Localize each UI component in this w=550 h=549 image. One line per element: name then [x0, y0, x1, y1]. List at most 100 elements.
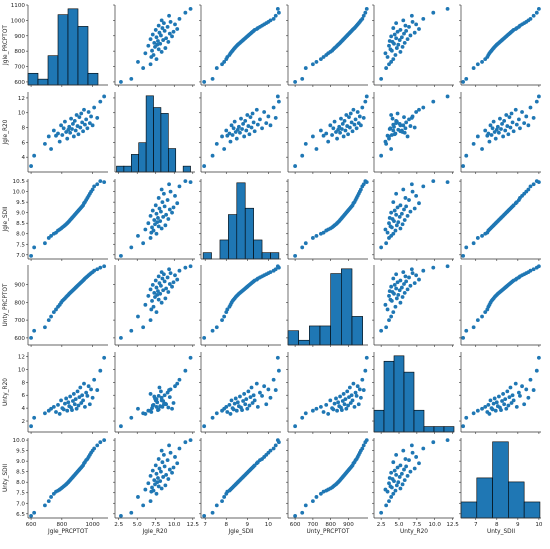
- scatter-point: [293, 424, 298, 429]
- scatter-point: [79, 111, 84, 116]
- histogram-bar: [476, 477, 493, 519]
- scatter-point: [303, 66, 308, 70]
- scatter-point: [228, 412, 233, 416]
- scatter-point: [318, 128, 323, 133]
- scatter-point: [396, 292, 401, 297]
- scatter-point: [164, 212, 169, 217]
- scatter-point: [90, 123, 95, 128]
- scatter-point: [70, 127, 74, 131]
- scatter-point: [69, 116, 73, 121]
- scatter-point: [506, 132, 511, 137]
- scatter-point: [391, 460, 396, 465]
- panel-3-3: [286, 265, 368, 347]
- scatter-point: [151, 304, 156, 309]
- scatter-point: [155, 42, 160, 47]
- scatter-point: [407, 198, 411, 202]
- scatter-point: [480, 147, 484, 151]
- scatter-point: [95, 443, 100, 448]
- scatter-point: [238, 394, 242, 399]
- x-tick-label: 800: [325, 522, 336, 528]
- scatter-point: [177, 16, 182, 21]
- y-tick-label: 9.0: [16, 459, 25, 465]
- scatter-point: [528, 377, 533, 382]
- scatter-point: [266, 387, 271, 392]
- scatter-point: [392, 468, 397, 473]
- scatter-point: [168, 189, 173, 194]
- scatter-point: [29, 253, 33, 258]
- scatter-point: [494, 400, 499, 405]
- scatter-point: [275, 438, 280, 443]
- scatter-point: [534, 99, 539, 104]
- scatter-point: [29, 424, 33, 429]
- scatter-point: [167, 467, 172, 472]
- y-tick-label: 800: [14, 300, 25, 306]
- scatter-point: [526, 187, 531, 192]
- scatter-point: [488, 123, 493, 128]
- scatter-point: [273, 116, 278, 120]
- scatter-point: [102, 180, 107, 185]
- scatter-point: [268, 18, 273, 23]
- scatter-point: [396, 42, 401, 47]
- scatter-point: [158, 479, 163, 484]
- scatter-point: [510, 120, 515, 125]
- scatter-point: [143, 302, 148, 307]
- y-tick-label: 700: [14, 318, 25, 324]
- scatter-point: [92, 446, 97, 451]
- scatter-point: [536, 6, 541, 11]
- histogram-bar: [433, 426, 445, 433]
- scatter-point: [165, 24, 170, 29]
- scatter-point: [202, 424, 207, 429]
- scatter-point: [536, 264, 541, 269]
- scatter-point: [46, 318, 51, 323]
- scatter-point: [249, 125, 254, 130]
- histogram-bar: [57, 14, 69, 86]
- scatter-point: [32, 245, 37, 250]
- histogram-bar: [309, 325, 321, 346]
- scatter-point: [98, 265, 103, 270]
- panel-3-2: [199, 264, 281, 347]
- scatter-point: [268, 448, 273, 453]
- scatter-point: [148, 287, 153, 292]
- scatter-point: [156, 39, 160, 43]
- scatter-point: [154, 211, 159, 216]
- scatter-point: [464, 415, 469, 420]
- scatter-point: [92, 377, 97, 382]
- scatter-point: [393, 53, 398, 57]
- scatter-point: [471, 141, 476, 146]
- panel-1-4: [372, 92, 454, 174]
- scatter-point: [487, 139, 492, 144]
- histogram-bar: [298, 339, 310, 346]
- histogram-bar: [168, 148, 177, 173]
- scatter-point: [129, 76, 134, 81]
- y-tick-label: 8.5: [16, 221, 25, 227]
- scatter-point: [347, 385, 352, 390]
- scatter-point: [461, 80, 466, 84]
- scatter-point: [361, 116, 366, 120]
- scatter-point: [339, 408, 344, 412]
- scatter-point: [148, 213, 153, 218]
- y-tick-label: 7.0: [16, 253, 25, 259]
- scatter-point: [86, 384, 91, 389]
- scatter-point: [310, 408, 315, 413]
- scatter-point: [162, 279, 167, 284]
- scatter-point: [276, 10, 281, 15]
- scatter-point: [401, 123, 406, 128]
- scatter-point: [150, 32, 155, 37]
- scatter-point: [156, 23, 161, 28]
- scatter-point: [461, 335, 466, 340]
- scatter-point: [405, 287, 410, 292]
- scatter-point: [146, 221, 151, 226]
- scatter-point: [71, 399, 75, 403]
- scatter-point: [183, 179, 188, 184]
- scatter-point: [170, 406, 174, 411]
- scatter-point: [161, 38, 166, 42]
- scatter-point: [166, 405, 171, 410]
- scatter-point: [80, 393, 85, 398]
- scatter-point: [342, 402, 347, 407]
- y-tick-label: 8.0: [16, 480, 25, 486]
- scatter-point: [328, 398, 333, 403]
- scatter-point: [337, 124, 342, 129]
- scatter-point: [505, 124, 510, 128]
- scatter-point: [394, 286, 399, 291]
- scatter-point: [310, 236, 315, 240]
